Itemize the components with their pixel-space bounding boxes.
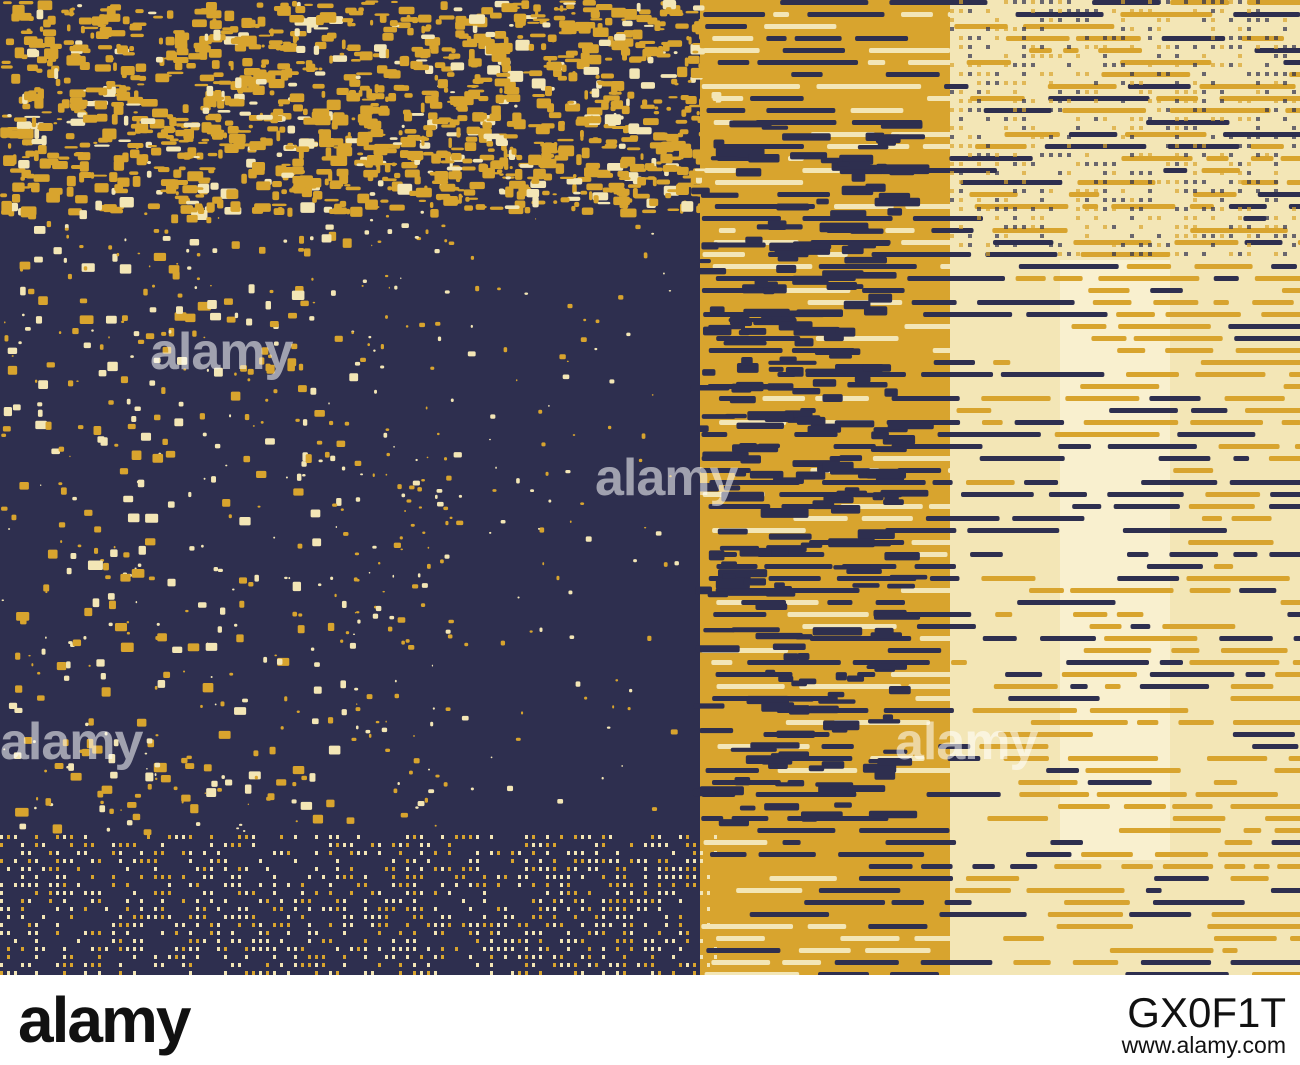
site-url: www.alamy.com [1121,1032,1286,1058]
image-id: GX0F1T [1127,989,1286,1036]
alamy-logo: alamy [18,984,191,1056]
stock-footer-bar: alamy GX0F1T www.alamy.com [0,975,1300,1065]
grunge-texture-artwork [0,0,1300,975]
